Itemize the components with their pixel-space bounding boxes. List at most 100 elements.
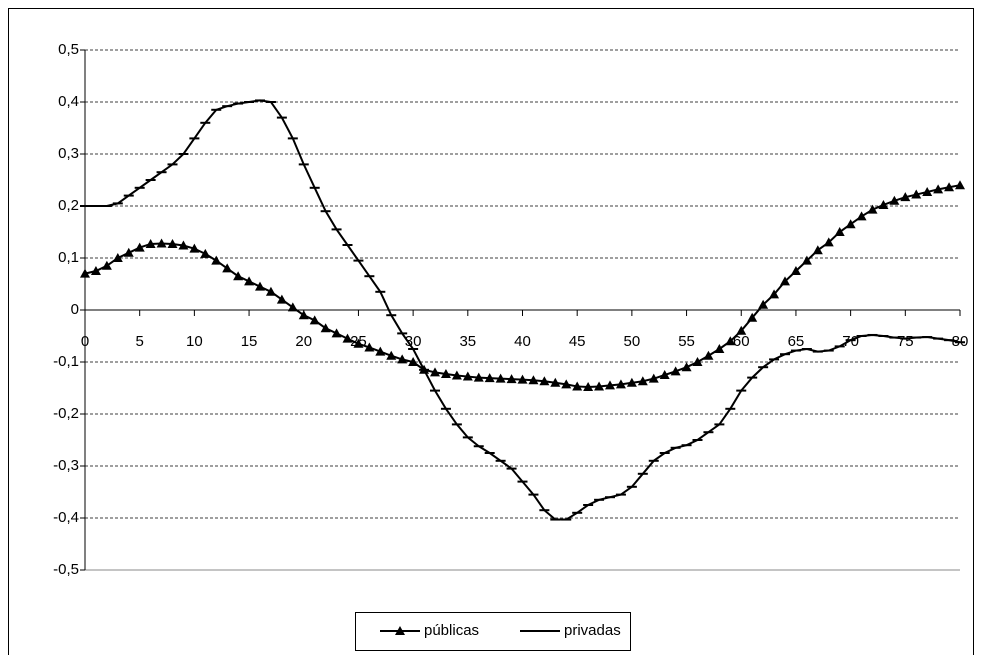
- point-marker: [856, 211, 867, 221]
- point-marker: [331, 328, 342, 338]
- point-marker: [594, 381, 605, 391]
- point-marker: [944, 182, 955, 192]
- x-tick-label: 0: [81, 333, 89, 350]
- point-marker: [90, 266, 101, 275]
- point-marker: [101, 260, 112, 270]
- point-marker: [255, 281, 265, 291]
- point-marker: [156, 238, 167, 248]
- point-marker: [703, 350, 714, 360]
- point-marker: [769, 289, 780, 299]
- point-marker: [889, 195, 900, 205]
- point-marker: [834, 227, 845, 236]
- point-marker: [430, 367, 440, 377]
- point-marker: [342, 333, 353, 343]
- point-marker: [725, 336, 736, 346]
- point-marker: [572, 381, 583, 391]
- point-marker: [801, 255, 812, 265]
- point-marker: [900, 192, 911, 202]
- point-marker: [440, 368, 451, 378]
- point-marker: [375, 346, 386, 356]
- point-marker: [145, 238, 156, 248]
- point-marker: [583, 381, 594, 391]
- point-marker: [878, 199, 889, 209]
- point-marker: [790, 266, 801, 275]
- y-tick-label: 0,3: [58, 145, 79, 162]
- point-marker: [276, 294, 287, 304]
- x-tick-label: 45: [569, 333, 586, 350]
- point-marker: [309, 315, 320, 325]
- x-tick-label: 5: [136, 333, 144, 350]
- x-tick-label: 20: [295, 333, 312, 350]
- point-marker: [506, 374, 517, 384]
- point-marker: [758, 299, 769, 309]
- x-tick-label: 10: [186, 333, 203, 350]
- point-marker: [648, 373, 659, 383]
- legend-marker: [395, 626, 405, 635]
- point-marker: [386, 350, 397, 360]
- point-marker: [200, 248, 211, 258]
- point-marker: [637, 376, 648, 386]
- chart-frame: [8, 8, 974, 655]
- y-tick-label: 0,1: [58, 249, 79, 266]
- point-marker: [867, 204, 878, 214]
- point-marker: [244, 276, 255, 286]
- point-marker: [265, 286, 276, 296]
- point-marker: [615, 379, 626, 389]
- x-tick-label: 50: [624, 333, 641, 350]
- x-tick-label: 60: [733, 333, 750, 350]
- y-tick-label: 0,5: [58, 41, 79, 58]
- point-marker: [605, 380, 615, 390]
- point-marker: [550, 377, 561, 387]
- point-marker: [780, 276, 790, 286]
- point-marker: [747, 312, 758, 322]
- y-tick-label: -0,5: [53, 561, 79, 578]
- point-marker: [167, 238, 178, 248]
- x-tick-label: 70: [842, 333, 859, 350]
- x-tick-label: 40: [514, 333, 531, 350]
- point-marker: [320, 323, 331, 333]
- y-tick-label: 0,4: [58, 93, 79, 110]
- y-tick-label: -0,2: [53, 405, 79, 422]
- y-tick-label: -0,4: [53, 509, 79, 526]
- point-marker: [692, 357, 703, 366]
- legend-label: públicas: [424, 622, 479, 639]
- point-marker: [134, 242, 145, 252]
- point-marker: [189, 243, 200, 253]
- point-marker: [178, 240, 189, 250]
- point-marker: [845, 219, 856, 229]
- point-marker: [626, 377, 637, 387]
- x-tick-label: 65: [788, 333, 805, 350]
- point-marker: [397, 354, 408, 364]
- point-marker: [539, 376, 550, 386]
- point-marker: [911, 189, 922, 199]
- x-tick-label: 15: [241, 333, 258, 350]
- point-marker: [823, 237, 834, 247]
- point-marker: [670, 366, 681, 376]
- point-marker: [561, 379, 572, 389]
- point-marker: [222, 263, 233, 273]
- y-tick-label: -0,1: [53, 353, 79, 370]
- point-marker: [233, 271, 244, 281]
- point-marker: [736, 325, 747, 335]
- x-tick-label: 30: [405, 333, 422, 350]
- point-marker: [714, 344, 725, 353]
- point-marker: [659, 370, 670, 379]
- point-marker: [495, 373, 506, 383]
- point-marker: [528, 375, 539, 385]
- point-marker: [484, 373, 495, 383]
- point-marker: [451, 370, 462, 380]
- y-tick-label: 0: [71, 301, 79, 318]
- point-marker: [353, 338, 364, 348]
- legend-label: privadas: [564, 622, 621, 639]
- point-marker: [287, 302, 298, 312]
- point-marker: [955, 180, 965, 190]
- point-marker: [933, 184, 944, 194]
- point-marker: [298, 310, 309, 320]
- point-marker: [211, 255, 222, 265]
- point-marker: [812, 245, 823, 255]
- x-tick-label: 55: [678, 333, 695, 350]
- x-tick-label: 35: [459, 333, 476, 350]
- y-tick-label: -0,3: [53, 457, 79, 474]
- y-tick-label: 0,2: [58, 197, 79, 214]
